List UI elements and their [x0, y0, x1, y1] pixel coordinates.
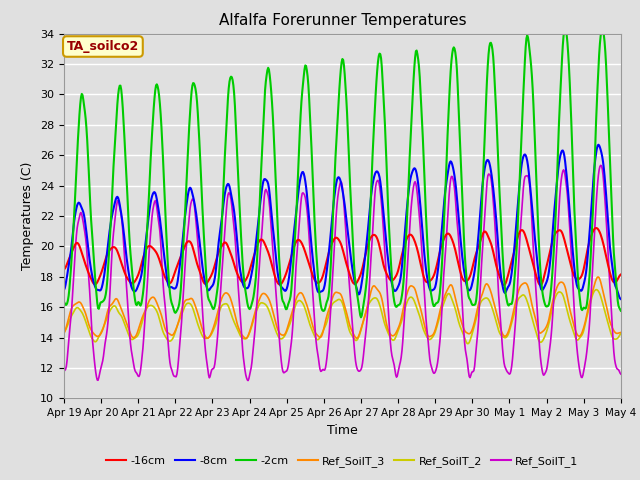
Ref_SoilT_1	[244, 378, 252, 384]
Text: TA_soilco2: TA_soilco2	[67, 40, 139, 53]
Ref_SoilT_2	[443, 293, 451, 299]
Ref_SoilT_2	[388, 336, 396, 342]
Legend: -16cm, -8cm, -2cm, Ref_SoilT_3, Ref_SoilT_2, Ref_SoilT_1: -16cm, -8cm, -2cm, Ref_SoilT_3, Ref_Soil…	[102, 451, 583, 471]
-16cm	[617, 272, 625, 277]
-2cm	[561, 25, 569, 31]
-2cm	[60, 299, 68, 305]
Ref_SoilT_1	[389, 356, 397, 361]
Line: Ref_SoilT_1: Ref_SoilT_1	[64, 165, 621, 381]
Ref_SoilT_2	[182, 301, 190, 307]
Ref_SoilT_3	[182, 297, 190, 303]
Ref_SoilT_2	[566, 320, 574, 326]
Line: -8cm: -8cm	[64, 144, 621, 299]
Ref_SoilT_3	[206, 333, 214, 338]
-8cm	[388, 281, 396, 287]
Ref_SoilT_1	[182, 246, 190, 252]
-16cm	[334, 236, 342, 241]
Ref_SoilT_2	[464, 341, 472, 347]
Line: Ref_SoilT_2: Ref_SoilT_2	[64, 290, 621, 344]
Ref_SoilT_2	[206, 333, 214, 339]
Ref_SoilT_2	[334, 297, 342, 303]
-16cm	[592, 225, 600, 231]
X-axis label: Time: Time	[327, 424, 358, 437]
-16cm	[60, 266, 68, 272]
-8cm	[443, 177, 451, 182]
Ref_SoilT_1	[206, 373, 214, 379]
Ref_SoilT_1	[60, 368, 68, 374]
Ref_SoilT_3	[617, 330, 625, 336]
-2cm	[617, 308, 625, 313]
Ref_SoilT_2	[617, 331, 625, 336]
Ref_SoilT_2	[60, 328, 68, 334]
-16cm	[443, 231, 451, 237]
-8cm	[60, 287, 68, 293]
-2cm	[357, 314, 365, 320]
Ref_SoilT_3	[389, 333, 397, 339]
Y-axis label: Temperatures (C): Temperatures (C)	[22, 162, 35, 270]
-16cm	[206, 275, 214, 280]
Line: -16cm: -16cm	[64, 228, 621, 285]
-8cm	[334, 175, 342, 180]
Ref_SoilT_3	[60, 330, 68, 336]
Ref_SoilT_3	[566, 309, 574, 315]
Ref_SoilT_1	[566, 239, 574, 244]
Ref_SoilT_1	[444, 216, 451, 222]
Ref_SoilT_3	[444, 287, 451, 292]
-16cm	[566, 261, 574, 267]
-8cm	[595, 142, 602, 147]
-8cm	[182, 204, 190, 210]
Ref_SoilT_1	[617, 371, 625, 377]
-16cm	[182, 240, 190, 246]
-16cm	[388, 277, 396, 283]
-8cm	[206, 286, 214, 291]
Ref_SoilT_1	[335, 189, 342, 194]
-2cm	[444, 132, 451, 138]
-16cm	[500, 282, 508, 288]
Ref_SoilT_3	[335, 290, 342, 296]
Ref_SoilT_3	[595, 274, 602, 280]
-2cm	[206, 300, 214, 305]
-2cm	[389, 286, 397, 291]
-2cm	[182, 185, 190, 191]
Ref_SoilT_1	[597, 162, 605, 168]
Ref_SoilT_2	[592, 287, 600, 293]
Ref_SoilT_3	[242, 336, 250, 341]
-2cm	[568, 119, 575, 125]
Line: -2cm: -2cm	[64, 28, 621, 317]
-8cm	[566, 210, 573, 216]
-2cm	[334, 114, 342, 120]
-8cm	[617, 296, 625, 302]
Title: Alfalfa Forerunner Temperatures: Alfalfa Forerunner Temperatures	[219, 13, 466, 28]
Line: Ref_SoilT_3: Ref_SoilT_3	[64, 277, 621, 338]
